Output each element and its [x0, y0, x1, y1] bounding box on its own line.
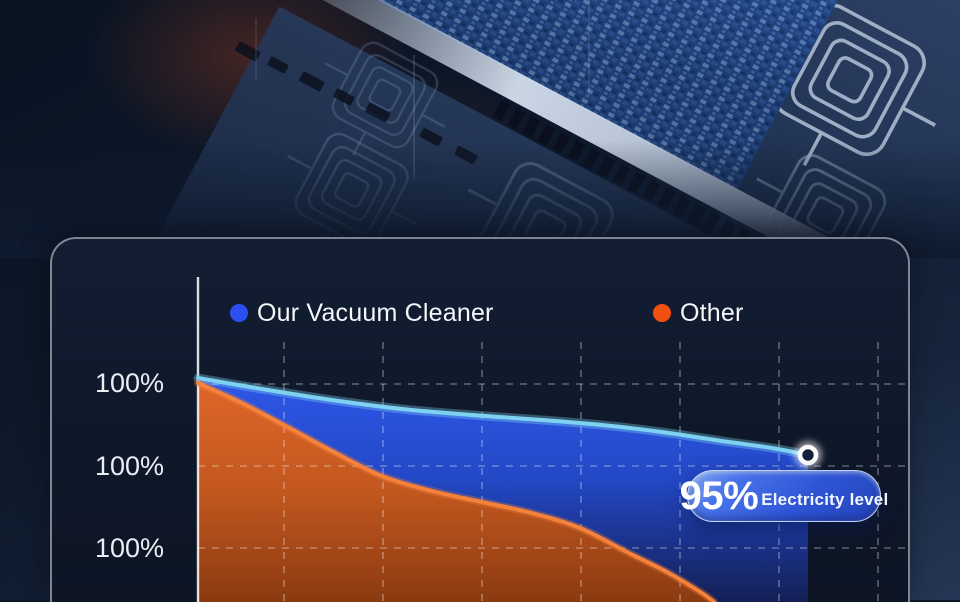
y-tick-label-top: 100% [94, 368, 164, 398]
badge-value: 95% [679, 474, 759, 518]
legend-blue-dot-icon [230, 304, 248, 322]
battery-level-chart [193, 277, 906, 602]
y-tick-label-bottom: 100% [94, 533, 164, 563]
orange-series-line [196, 381, 716, 602]
y-tick-label-middle: 100% [94, 451, 164, 481]
vertical-gridlines [283, 342, 879, 602]
legend-label: Our Vacuum Cleaner [257, 298, 494, 327]
legend-item-our-vacuum-cleaner: Our Vacuum Cleaner [230, 299, 494, 327]
chart-panel: Our Vacuum Cleaner Other 100% 100% 100% … [50, 237, 910, 602]
orange-series-area [198, 383, 714, 602]
legend-label: Other [680, 298, 744, 327]
data-point-marker [797, 444, 819, 466]
badge-label: Electricity level [761, 490, 889, 509]
electricity-level-badge: 95% Electricity level [680, 470, 888, 522]
blue-series-line [196, 376, 810, 457]
circuit-board-art [0, 0, 960, 258]
legend-orange-dot-icon [653, 304, 671, 322]
horizontal-gridlines [198, 383, 906, 549]
legend-item-other: Other [653, 299, 744, 327]
